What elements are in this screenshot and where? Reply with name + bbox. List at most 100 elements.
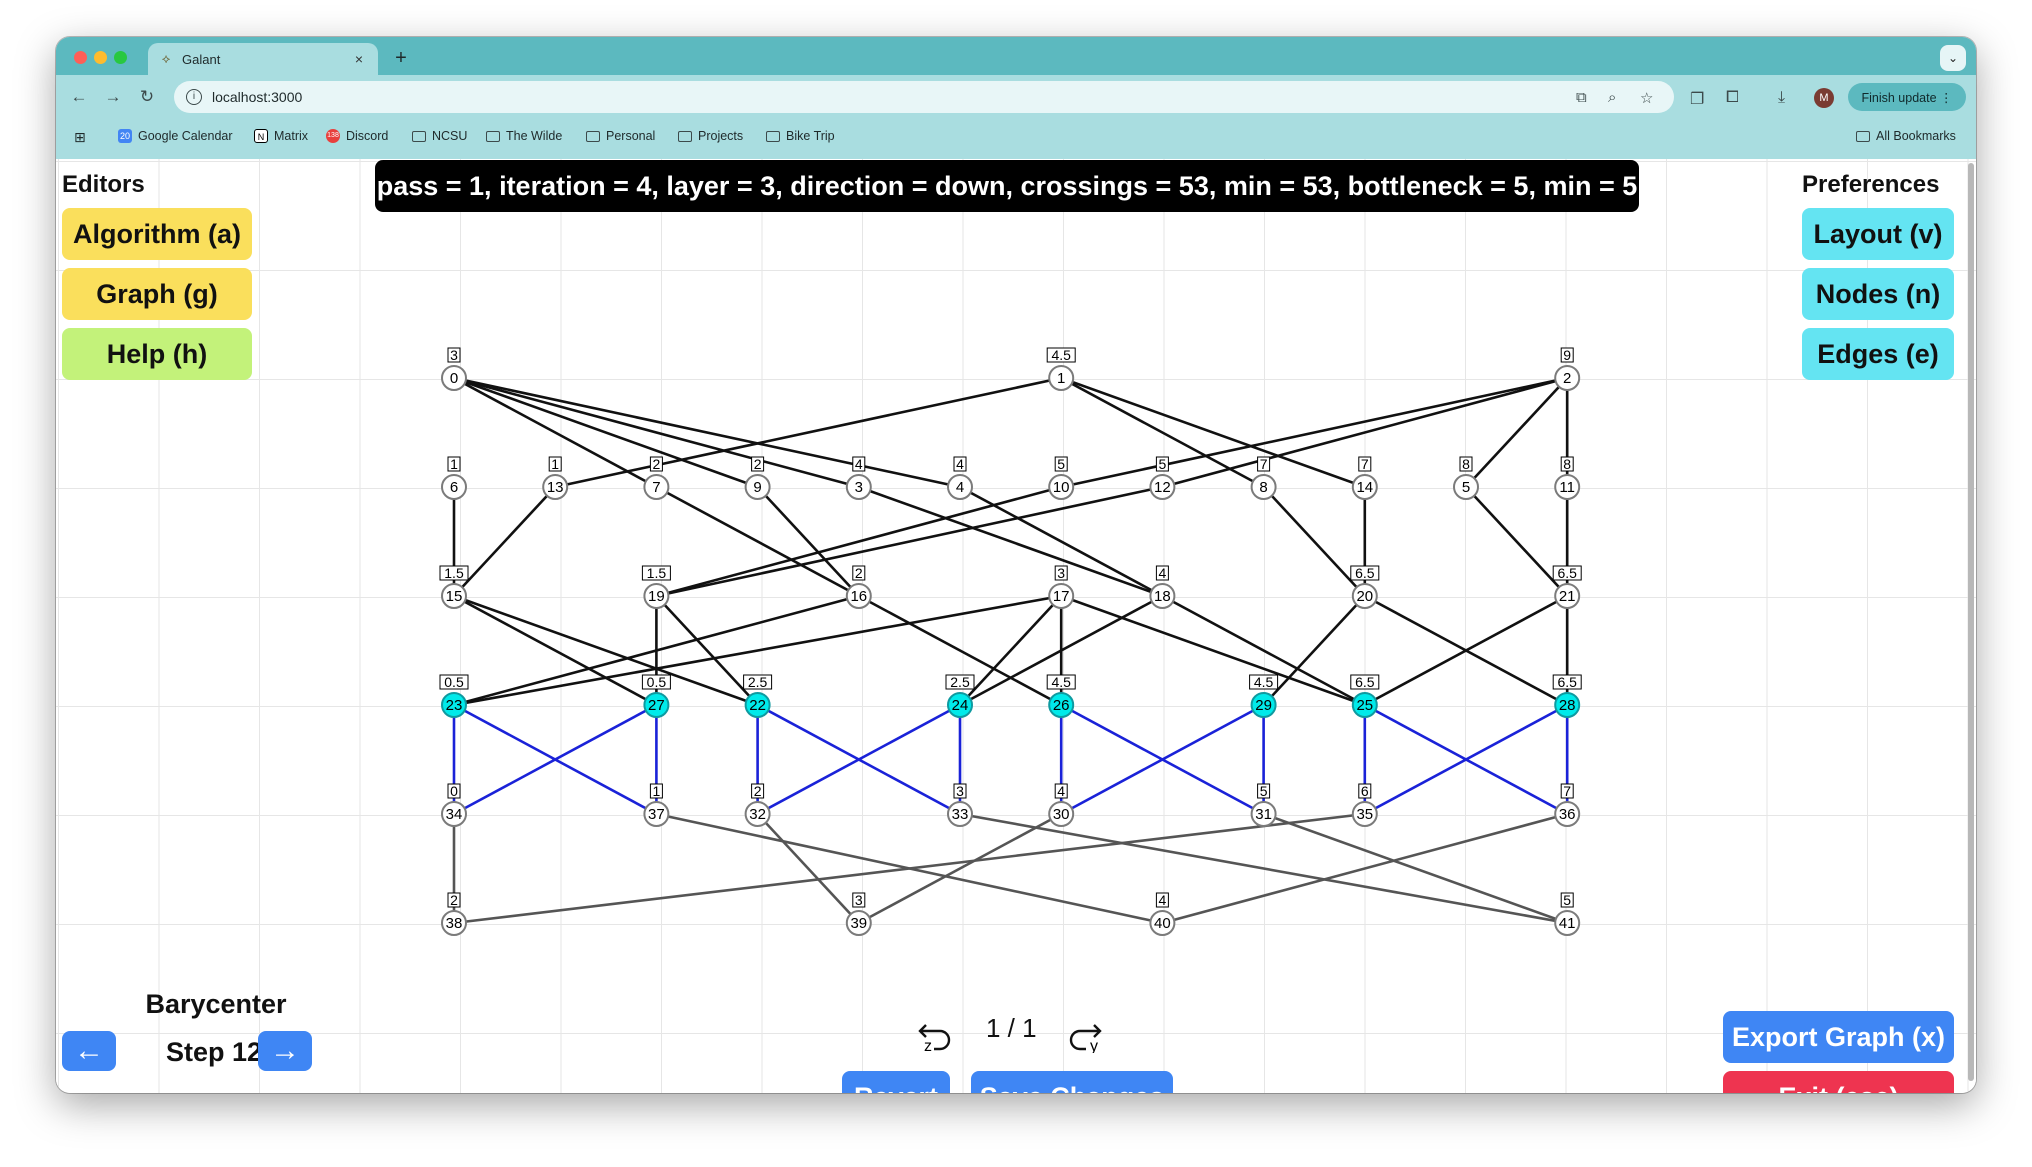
bookmark-google-calendar[interactable]: 20 Google Calendar bbox=[118, 129, 233, 143]
graph-node-7[interactable]: 27 bbox=[643, 456, 670, 500]
graph-edge-12-19[interactable] bbox=[656, 485, 1163, 598]
graph-edge-35-38[interactable] bbox=[453, 812, 1365, 925]
tab-close-icon[interactable]: × bbox=[354, 51, 364, 67]
graph-edge-13-15[interactable] bbox=[453, 486, 557, 597]
graph-edge-0-4[interactable] bbox=[453, 376, 961, 489]
close-window-button[interactable] bbox=[74, 51, 87, 64]
tab-search-chevron-icon[interactable]: ⌄ bbox=[1940, 45, 1966, 71]
graph-node-14[interactable]: 714 bbox=[1351, 456, 1378, 500]
zoom-icon[interactable]: ⌕ bbox=[1608, 89, 1617, 106]
graph-node-23[interactable]: 0.523 bbox=[439, 674, 469, 718]
graph-node-38[interactable]: 238 bbox=[441, 892, 467, 936]
graph-edge-27-34[interactable] bbox=[453, 703, 658, 816]
graph-edge-19-22[interactable] bbox=[655, 595, 759, 706]
bookmark-matrix[interactable]: N Matrix bbox=[254, 129, 308, 143]
graph-node-9[interactable]: 29 bbox=[744, 456, 771, 500]
graph-canvas[interactable]: 304.5192161132729434451051278714858111.5… bbox=[56, 159, 1976, 1093]
graph-edge-2-10[interactable] bbox=[1060, 376, 1568, 489]
reload-icon[interactable]: ↻ bbox=[139, 87, 155, 106]
graph-edge-18-25[interactable] bbox=[1161, 594, 1366, 707]
layout-preferences-button[interactable]: Layout (v) bbox=[1802, 208, 1954, 260]
graph-node-35[interactable]: 635 bbox=[1351, 783, 1378, 827]
graph-node-2[interactable]: 92 bbox=[1554, 347, 1581, 391]
site-info-icon[interactable]: i bbox=[186, 89, 202, 105]
graph-edge-30-39[interactable] bbox=[858, 812, 1062, 925]
bookmark-ncsu[interactable]: NCSU bbox=[412, 129, 467, 143]
graph-node-1[interactable]: 4.51 bbox=[1046, 347, 1076, 391]
graph-edge-29-30[interactable] bbox=[1060, 703, 1265, 816]
graph-edge-28-35[interactable] bbox=[1364, 703, 1568, 816]
graph-node-39[interactable]: 339 bbox=[845, 892, 872, 936]
graph-node-10[interactable]: 510 bbox=[1048, 456, 1075, 500]
algorithm-editor-button[interactable]: Algorithm (a) bbox=[62, 208, 252, 260]
edges-preferences-button[interactable]: Edges (e) bbox=[1802, 328, 1954, 380]
graph-editor-button[interactable]: Graph (g) bbox=[62, 268, 252, 320]
graph-node-27[interactable]: 0.527 bbox=[641, 674, 671, 718]
graph-node-19[interactable]: 1.519 bbox=[641, 565, 671, 609]
graph-node-15[interactable]: 1.515 bbox=[439, 565, 469, 609]
graph-edge-2-12[interactable] bbox=[1162, 376, 1568, 489]
graph-edge-21-25[interactable] bbox=[1364, 594, 1568, 707]
graph-node-33[interactable]: 333 bbox=[947, 783, 973, 827]
nodes-preferences-button[interactable]: Nodes (n) bbox=[1802, 268, 1954, 320]
page-scrollbar[interactable] bbox=[1968, 163, 1974, 1081]
apps-grid-icon[interactable]: ⊞ bbox=[74, 129, 86, 145]
exit-button[interactable]: Exit (esc) bbox=[1723, 1071, 1954, 1093]
graph-edge-0-9[interactable] bbox=[453, 376, 759, 489]
graph-node-37[interactable]: 137 bbox=[643, 783, 670, 827]
graph-node-29[interactable]: 4.529 bbox=[1249, 674, 1279, 718]
graph-edge-32-39[interactable] bbox=[756, 813, 860, 924]
graph-node-30[interactable]: 430 bbox=[1048, 783, 1075, 827]
graph-edge-31-41[interactable] bbox=[1263, 812, 1568, 925]
export-graph-button[interactable]: Export Graph (x) bbox=[1723, 1011, 1954, 1063]
graph-node-32[interactable]: 232 bbox=[744, 783, 771, 827]
graph-node-17[interactable]: 317 bbox=[1048, 565, 1075, 609]
graph-edge-16-23[interactable] bbox=[453, 594, 860, 707]
graph-node-40[interactable]: 440 bbox=[1149, 892, 1176, 936]
minimize-window-button[interactable] bbox=[94, 51, 107, 64]
back-arrow-icon[interactable]: ← bbox=[70, 87, 88, 106]
graph-edge-9-16[interactable] bbox=[756, 486, 860, 597]
graph-node-4[interactable]: 44 bbox=[947, 456, 973, 500]
graph-edge-17-23[interactable] bbox=[453, 594, 1062, 707]
graph-edge-1-14[interactable] bbox=[1060, 376, 1366, 489]
graph-node-20[interactable]: 6.520 bbox=[1350, 565, 1380, 609]
graph-edge-15-27[interactable] bbox=[453, 594, 658, 707]
address-bar[interactable]: i localhost:3000 bbox=[174, 81, 1674, 113]
graph-node-26[interactable]: 4.526 bbox=[1046, 674, 1076, 718]
save-changes-button[interactable]: Save Changes bbox=[971, 1071, 1173, 1093]
graph-node-6[interactable]: 16 bbox=[441, 456, 467, 500]
next-step-button[interactable]: → bbox=[258, 1031, 312, 1071]
graph-edge-2-5[interactable] bbox=[1465, 377, 1569, 488]
bookmark-personal[interactable]: Personal bbox=[586, 129, 655, 143]
graph-node-21[interactable]: 6.521 bbox=[1552, 565, 1582, 609]
new-tab-button[interactable]: + bbox=[395, 47, 407, 69]
revert-button[interactable]: Revert bbox=[842, 1071, 950, 1093]
graph-node-25[interactable]: 6.525 bbox=[1350, 674, 1380, 718]
bookmark-discord[interactable]: 138 Discord bbox=[326, 129, 389, 143]
graph-node-28[interactable]: 6.528 bbox=[1552, 674, 1582, 718]
graph-edge-15-22[interactable] bbox=[453, 594, 759, 707]
graph-edge-17-24[interactable] bbox=[959, 595, 1063, 706]
graph-node-3[interactable]: 43 bbox=[845, 456, 872, 500]
graph-edge-20-29[interactable] bbox=[1262, 595, 1366, 706]
graph-node-36[interactable]: 736 bbox=[1554, 783, 1581, 827]
graph-node-13[interactable]: 113 bbox=[542, 456, 569, 500]
help-button[interactable]: Help (h) bbox=[62, 328, 252, 380]
graph-node-31[interactable]: 531 bbox=[1250, 783, 1277, 827]
tab-galant[interactable]: ⟡ Galant × bbox=[148, 43, 378, 75]
graph-edge-0-3[interactable] bbox=[453, 376, 860, 489]
graph-node-5[interactable]: 85 bbox=[1453, 456, 1479, 500]
maximize-window-button[interactable] bbox=[114, 51, 127, 64]
graph-node-16[interactable]: 216 bbox=[845, 565, 872, 609]
tab-groups-icon[interactable]: ❐ bbox=[1690, 91, 1705, 108]
graph-edge-7-16[interactable] bbox=[655, 485, 860, 598]
graph-edge-16-26[interactable] bbox=[858, 594, 1062, 707]
graph-edge-18-24[interactable] bbox=[959, 594, 1164, 707]
graph-edge-8-20[interactable] bbox=[1262, 486, 1366, 597]
graph-node-41[interactable]: 541 bbox=[1554, 892, 1581, 936]
previous-step-button[interactable]: ← bbox=[62, 1031, 116, 1071]
graph-edge-0-7[interactable] bbox=[453, 376, 658, 489]
finish-update-button[interactable]: Finish update ⋮ bbox=[1848, 83, 1966, 111]
graph-edge-33-41[interactable] bbox=[959, 812, 1568, 925]
